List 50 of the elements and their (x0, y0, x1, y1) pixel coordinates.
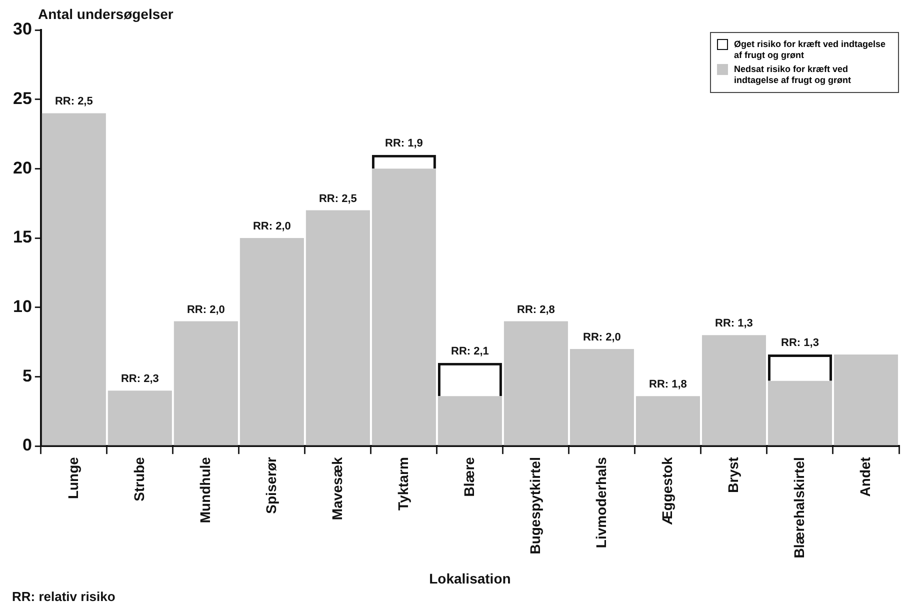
x-tick-label: Blærehalskirtel (790, 457, 807, 558)
y-tick-label: 30 (12, 20, 32, 39)
annotation: RR: 2,1 (451, 345, 489, 358)
annotation: RR: 1,3 (781, 337, 819, 350)
annotation: RR: 2,8 (517, 304, 555, 316)
annotation: RR: 1,8 (649, 378, 687, 391)
x-tick-label: Strube (130, 456, 147, 502)
y-tick-label: 20 (12, 158, 32, 178)
annotation: RR: 2,3 (120, 373, 159, 386)
x-tick-label: Blære (460, 456, 477, 497)
x-tick-label: Æggestok (658, 456, 675, 525)
legend-label: Nedsat risiko for kræft ved indtagelse af frugt og grønt (734, 64, 852, 86)
y-axis-title: Antal undersøgelser (38, 6, 174, 22)
bar (108, 390, 172, 446)
y-tick-label: 15 (12, 228, 32, 247)
annotation: RR: 2,0 (252, 220, 291, 233)
bar (636, 396, 700, 446)
bar (240, 238, 304, 446)
x-tick-label: Andet (856, 456, 873, 497)
bar (174, 321, 238, 446)
text: RR: relativ risiko (12, 589, 116, 604)
y-tick-label: 25 (12, 89, 32, 108)
bar (768, 380, 832, 446)
x-tick-label: Tyktarm (394, 457, 411, 510)
annotation: RR: 2,5 (54, 96, 93, 108)
legend-label: Øget risiko for kræft ved indtagelse af frugt og grønt (734, 39, 887, 62)
annotation: RR: 2,0 (186, 304, 225, 316)
x-tick-label: Livmoderhals (592, 456, 609, 548)
bar (438, 396, 502, 446)
x-tick-label: Lunge (64, 456, 81, 500)
bar (834, 354, 898, 446)
x-tick-label: Mavesæk (328, 456, 345, 520)
x-tick-label: Bryst (724, 456, 741, 493)
x-tick-label: Mundhule (196, 456, 213, 524)
y-tick-label: 5 (22, 366, 32, 386)
y-tick-label: 0 (22, 436, 32, 455)
annotation: RR: 1,9 (384, 137, 423, 150)
x-axis-title: Lokalisation (429, 570, 511, 586)
annotation: RR: 1,3 (715, 318, 753, 330)
annotation: RR: 2,0 (583, 331, 621, 344)
bar (570, 348, 634, 446)
annotation: RR: 2,5 (318, 192, 357, 205)
bar (702, 335, 766, 446)
bar (42, 113, 106, 446)
bar (372, 168, 436, 446)
x-tick-label: Spiserør (262, 456, 279, 514)
y-tick-label: 10 (12, 297, 32, 316)
bar (306, 210, 370, 446)
x-tick-label: Bugespytkirtel (526, 457, 543, 554)
bar (504, 321, 568, 446)
